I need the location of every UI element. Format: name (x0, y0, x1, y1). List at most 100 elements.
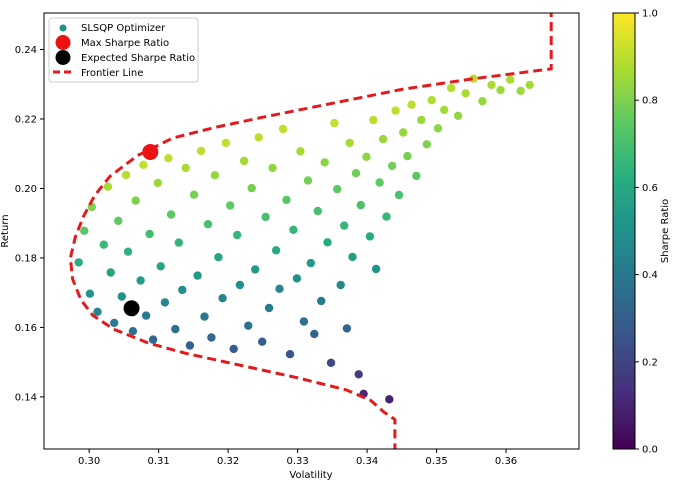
colorbar-tick-label: 0.2 (642, 357, 658, 368)
scatter-point (139, 160, 148, 169)
scatter-point (85, 289, 95, 298)
scatter-point (114, 216, 123, 225)
scatter-point (333, 184, 342, 194)
scatter-point (326, 358, 336, 367)
scatter-point (261, 212, 270, 222)
scatter-point (345, 138, 354, 148)
scatter-point (296, 147, 305, 156)
scatter-point (145, 229, 154, 239)
y-axis: 0.14 0.16 0.18 0.20 0.22 0.24 (15, 45, 44, 403)
scatter-point (264, 303, 274, 313)
scatter-point (385, 395, 394, 404)
scatter-point (258, 337, 267, 346)
legend-marker-slsqp-optimizer (59, 24, 67, 32)
scatter-point (229, 344, 238, 354)
scatter-point (207, 333, 216, 342)
legend-label-expected-sharpe: Expected Sharpe Ratio (81, 53, 195, 64)
legend-label-slsqp-optimizer: SLSQP Optimizer (81, 23, 166, 34)
scatter-point (103, 182, 113, 191)
scatter-point (99, 240, 109, 249)
scatter-point (506, 75, 515, 84)
scatter-point (303, 176, 313, 185)
scatter-point (365, 232, 375, 241)
y-tick-label: 0.16 (15, 323, 37, 334)
expected-sharpe-point (123, 300, 140, 317)
scatter-point (214, 253, 223, 262)
scatter-point (128, 327, 138, 336)
scatter-point (407, 100, 416, 109)
scatter-point (110, 318, 119, 328)
scatter-point (203, 220, 213, 229)
scatter-point (391, 106, 400, 115)
scatter-point (226, 201, 235, 210)
scatter-point (218, 294, 227, 303)
scatter-point (356, 200, 365, 210)
scatter-point (178, 285, 187, 295)
x-tick-label: 0.36 (495, 456, 517, 467)
scatter-point (342, 324, 352, 333)
scatter-point (427, 96, 436, 105)
y-tick-label: 0.24 (15, 45, 37, 56)
scatter-point (348, 252, 357, 262)
scatter-point (174, 238, 183, 247)
colorbar-tick-label: 0.4 (642, 270, 658, 281)
scatter-point (235, 280, 245, 290)
scatter-point (453, 111, 463, 121)
scatter-point (221, 138, 231, 148)
scatter-point (292, 274, 302, 283)
colorbar: 0.0 0.2 0.4 0.6 0.8 1.0 Sharpe Ratio (612, 9, 671, 456)
scatter-point (306, 258, 315, 268)
scatter-point (93, 307, 102, 316)
scatter-point (378, 134, 388, 144)
scatter-point (275, 284, 284, 293)
x-axis: 0.30 0.31 0.32 0.33 0.34 0.35 0.36 (78, 449, 517, 467)
scatter-point (247, 183, 256, 193)
scatter-point (117, 292, 127, 301)
scatter-point (106, 268, 115, 277)
scatter-point (282, 195, 291, 205)
x-tick-label: 0.34 (356, 456, 378, 467)
scatter-point (289, 225, 298, 234)
legend-marker-max-sharpe (55, 35, 71, 50)
scatter-point (136, 276, 145, 285)
y-axis-label: Return (0, 214, 11, 247)
colorbar-ticks: 0.0 0.2 0.4 0.6 0.8 1.0 (635, 9, 658, 456)
colorbar-tick-label: 0.8 (642, 96, 658, 107)
scatter-point (487, 80, 496, 90)
scatter-point (189, 190, 199, 199)
scatter-point (387, 161, 397, 171)
scatter-point (185, 341, 195, 350)
scatter-point (200, 312, 209, 321)
x-tick-label: 0.30 (78, 456, 100, 467)
legend-marker-expected-sharpe (55, 50, 71, 65)
scatter-point (516, 86, 525, 96)
scatter-point (141, 311, 151, 320)
scatter-point (525, 80, 534, 90)
y-tick-label: 0.14 (15, 392, 37, 403)
colorbar-label: Sharpe Ratio (660, 199, 671, 263)
scatter-point (354, 370, 363, 379)
scatter-point (310, 329, 319, 339)
scatter-point (340, 221, 349, 230)
legend: SLSQP Optimizer Max Sharpe Ratio Expecte… (48, 17, 199, 83)
x-axis-label: Volatility (289, 470, 332, 481)
y-tick-label: 0.20 (15, 184, 37, 195)
scatter-point (193, 271, 202, 280)
scatter-point (80, 226, 89, 235)
scatter-point (320, 158, 329, 167)
scatter-point (422, 140, 431, 149)
scatter-point (399, 128, 408, 137)
scatter-point (403, 151, 412, 161)
scatter-point (285, 350, 295, 359)
scatter-point (171, 324, 180, 334)
legend-box (48, 17, 199, 83)
colorbar-tick-label: 1.0 (642, 9, 658, 20)
scatter-point (351, 169, 361, 178)
scatter-point (433, 124, 443, 133)
legend-label-max-sharpe: Max Sharpe Ratio (81, 38, 169, 49)
legend-label-frontier-line: Frontier Line (81, 68, 143, 79)
y-tick-label: 0.22 (15, 114, 37, 125)
scatter-point (375, 178, 384, 187)
scatter-point (362, 152, 371, 161)
